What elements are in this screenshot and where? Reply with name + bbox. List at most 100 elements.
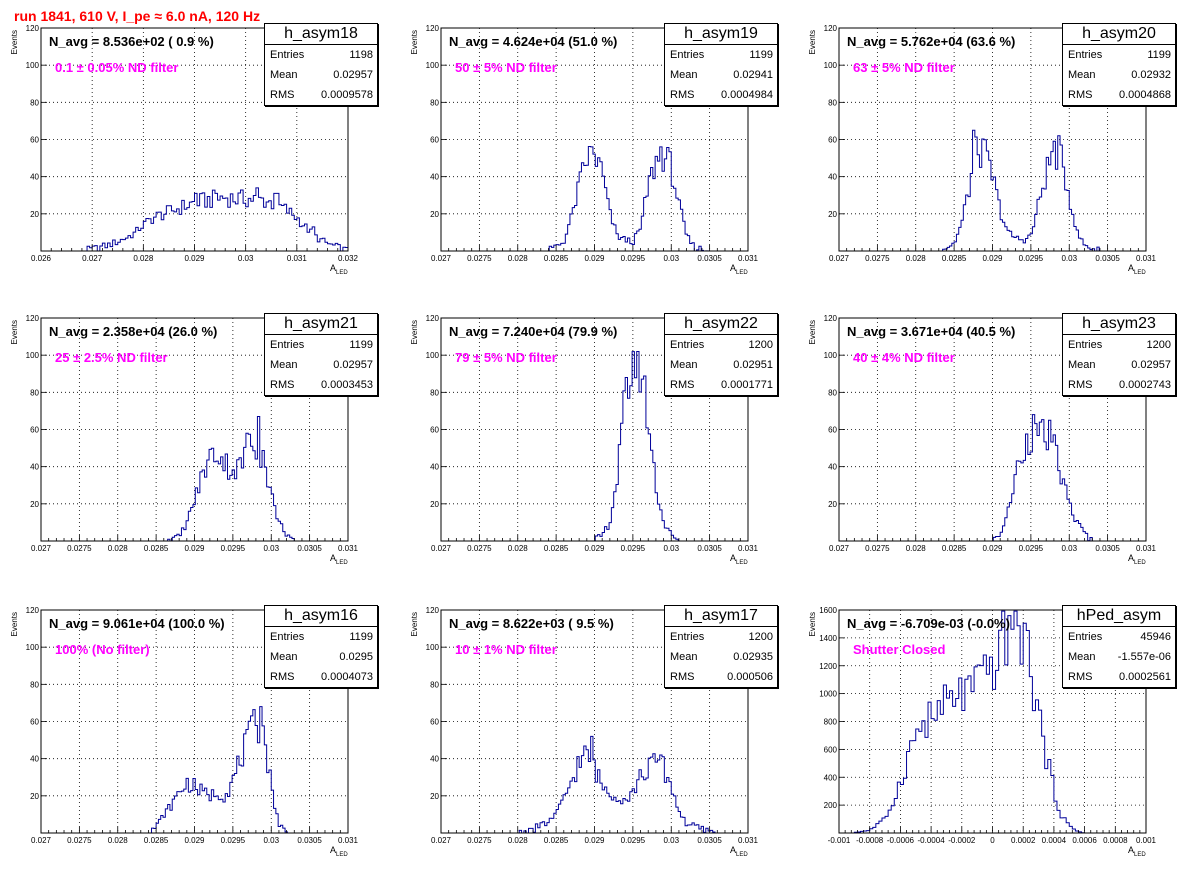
x-tick-label: 0.0275 [467, 254, 492, 263]
x-tick-label: 0.0305 [1095, 544, 1120, 553]
x-tick-label: 0.027 [829, 254, 850, 263]
stats-box: h_asym23 Entries 1200 Mean 0.02957 RMS 0.00027… [1062, 313, 1176, 396]
entries-row: Entries 1198 [265, 45, 377, 65]
y-tick-label: 80 [430, 680, 439, 689]
y-tick-label: 40 [430, 173, 439, 182]
x-tick-label: 0.03 [263, 544, 279, 553]
stats-box: h_asym22 Entries 1200 Mean 0.02951 RMS 0.00017… [664, 313, 778, 396]
stat-key: Mean [1068, 651, 1096, 663]
x-tick-label: 0.03 [663, 544, 679, 553]
y-tick-label: 120 [824, 24, 838, 33]
rms-row: RMS 0.0001771 [665, 375, 777, 395]
x-tick-label: 0.028 [108, 836, 129, 845]
stat-key: Entries [270, 631, 305, 643]
stat-key: RMS [1068, 379, 1093, 391]
y-tick-label: 40 [30, 755, 39, 764]
x-tick-label: 0.027 [829, 544, 850, 553]
stats-box: h_asym17 Entries 1200 Mean 0.02935 RMS 0.00050… [664, 605, 778, 688]
stats-box: h_asym20 Entries 1199 Mean 0.02932 RMS 0.00048… [1062, 23, 1176, 106]
histogram-plot: 0.027 0.0275 0.028 0.0285 0.029 0.0295 0.03 0.0… [10, 314, 359, 566]
stat-key: Entries [670, 631, 705, 643]
y-tick-label: 80 [430, 388, 439, 397]
stat-key: RMS [270, 379, 295, 391]
stat-key: Mean [670, 69, 698, 81]
stat-value: 0.02957 [333, 69, 373, 81]
y-tick-label: 100 [26, 643, 40, 652]
x-tick-label: 0.031 [338, 544, 359, 553]
histogram-name: h_asym20 [1063, 24, 1175, 45]
y-tick-label: 400 [824, 773, 838, 782]
navg-label: N_avg = 2.358e+04 (26.0 %) [49, 324, 218, 339]
stat-key: Mean [270, 359, 298, 371]
y-tick-label: 100 [426, 61, 440, 70]
stat-value: 0.02935 [733, 651, 773, 663]
x-tick-label: 0.03 [238, 254, 254, 263]
y-tick-label: 1600 [819, 606, 837, 615]
entries-row: Entries 1199 [665, 45, 777, 65]
stat-key: Mean [670, 651, 698, 663]
stat-key: Mean [1068, 359, 1096, 371]
x-tick-label: 0.0285 [942, 544, 967, 553]
y-tick-label: 100 [426, 643, 440, 652]
histogram-plot: -0.001 -0.0008 -0.0006 -0.0004 -0.0002 0 0.000… [808, 606, 1157, 858]
stat-key: Entries [1068, 339, 1103, 351]
x-tick-label: 0.0285 [942, 254, 967, 263]
stat-value: 0.02957 [1131, 359, 1171, 371]
x-tick-label: 0.029 [584, 254, 605, 263]
navg-label: N_avg = 8.536e+02 ( 0.9 %) [49, 34, 214, 49]
x-tick-label: -0.0002 [948, 836, 976, 845]
stats-box: h_asym16 Entries 1199 Mean 0.0295 RMS 0.000407… [264, 605, 378, 688]
stat-value: 1199 [349, 631, 373, 643]
x-axis-label: ALED [330, 263, 348, 276]
x-tick-label: 0.029 [584, 544, 605, 553]
y-tick-label: 60 [430, 426, 439, 435]
y-tick-label: 20 [30, 792, 39, 801]
y-axis-label: Events [410, 612, 419, 636]
histogram-panel-h_asym18: 0.026 0.027 0.028 0.029 0.03 0.031 0.032 20 40 60… [0, 0, 398, 290]
stats-box: hPed_asym Entries 45946 Mean -1.557e-06 RMS 0.… [1062, 605, 1176, 688]
x-tick-label: 0.03 [663, 836, 679, 845]
stat-value: 1199 [749, 49, 773, 61]
x-tick-label: 0.0275 [865, 544, 890, 553]
navg-label: N_avg = -6.709e-03 (-0.0%) [847, 616, 1010, 631]
y-tick-label: 20 [828, 210, 837, 219]
x-tick-label: 0.0305 [297, 544, 322, 553]
y-axis-label: Events [808, 612, 817, 636]
stat-value: 1199 [349, 339, 373, 351]
y-tick-label: 120 [426, 606, 440, 615]
filter-annotation: 40 ± 4% ND filter [853, 350, 955, 365]
navg-label: N_avg = 9.061e+04 (100.0 %) [49, 616, 225, 631]
y-tick-label: 600 [824, 745, 838, 754]
y-tick-label: 80 [430, 98, 439, 107]
stat-value: 0.02941 [733, 69, 773, 81]
rms-row: RMS 0.0004073 [265, 667, 377, 687]
x-tick-label: 0.0305 [297, 836, 322, 845]
stat-value: 0.0003453 [321, 379, 373, 391]
stat-value: 1200 [1146, 339, 1171, 351]
stat-value: 0.0004073 [321, 671, 373, 683]
histogram-plot: 0.027 0.0275 0.028 0.0285 0.029 0.0295 0.03 0.0… [410, 24, 759, 276]
stats-box: h_asym21 Entries 1199 Mean 0.02957 RMS 0.00034… [264, 313, 378, 396]
x-tick-label: 0.0295 [1019, 254, 1044, 263]
y-tick-label: 80 [30, 98, 39, 107]
x-tick-label: 0.0305 [697, 254, 722, 263]
histogram-panel-h_asym23: 0.027 0.0275 0.028 0.0285 0.029 0.0295 0.03 0.0… [798, 290, 1196, 580]
y-tick-label: 40 [828, 463, 837, 472]
stat-value: 1200 [748, 631, 773, 643]
stats-box: h_asym19 Entries 1199 Mean 0.02941 RMS 0.00049… [664, 23, 778, 106]
histogram-name: h_asym16 [265, 606, 377, 627]
histogram-name: hPed_asym [1063, 606, 1175, 627]
mean-row: Mean 0.02951 [665, 355, 777, 375]
x-tick-label: 0.028 [906, 544, 927, 553]
y-tick-label: 80 [30, 388, 39, 397]
filter-annotation: 79 ± 5% ND filter [455, 350, 557, 365]
x-axis-label: ALED [1128, 553, 1146, 566]
x-tick-label: 0.031 [1136, 544, 1157, 553]
y-tick-label: 120 [824, 314, 838, 323]
x-tick-label: 0.0295 [621, 544, 646, 553]
x-tick-label: 0.03 [263, 836, 279, 845]
x-tick-label: 0.031 [738, 544, 759, 553]
y-axis-label: Events [10, 30, 19, 54]
x-tick-label: 0.0285 [544, 254, 569, 263]
histogram-name: h_asym19 [665, 24, 777, 45]
